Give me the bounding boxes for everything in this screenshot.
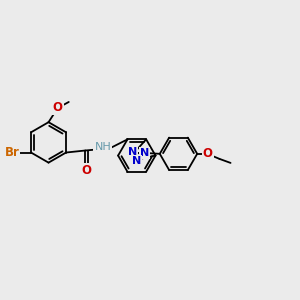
Text: N: N bbox=[128, 147, 137, 157]
Text: N: N bbox=[132, 156, 141, 166]
Text: O: O bbox=[52, 101, 63, 114]
Text: N: N bbox=[140, 148, 149, 158]
Text: NH: NH bbox=[94, 142, 111, 152]
Text: O: O bbox=[81, 164, 91, 177]
Text: Br: Br bbox=[4, 146, 19, 159]
Text: O: O bbox=[203, 147, 213, 160]
